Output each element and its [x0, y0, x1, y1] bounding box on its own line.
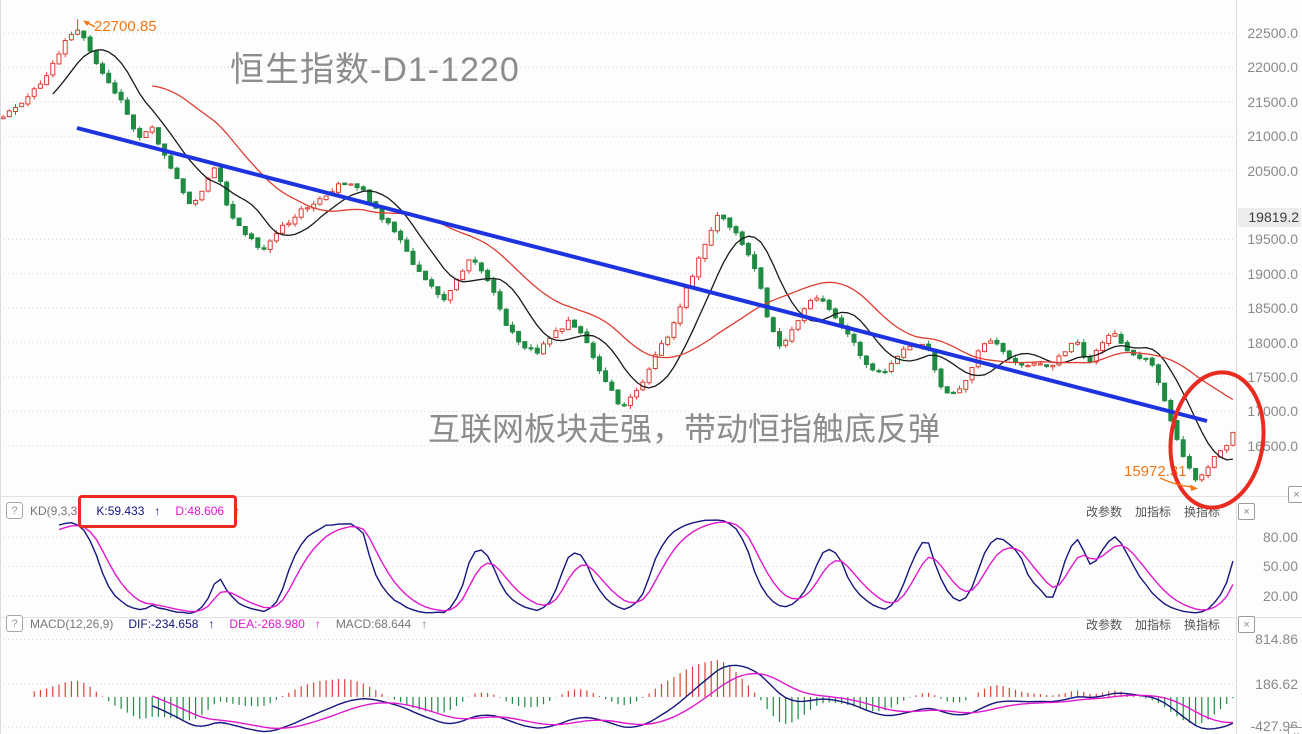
axis-label: 80.00	[1262, 529, 1298, 545]
axis-label: 16500.0	[1247, 437, 1298, 454]
help-icon[interactable]: ?	[6, 502, 23, 519]
kd-panel-header: ? KD(9,3,3) K:59.433 ↑ D:48.606 ↑	[6, 502, 240, 519]
axis-label: 22000.0	[1247, 59, 1298, 76]
axis-label: 22500.0	[1247, 25, 1298, 41]
axis-label: 17000.0	[1247, 403, 1298, 420]
axis-label: 50.00	[1262, 558, 1298, 575]
kd-indicator-name[interactable]: KD(9,3,3)	[30, 503, 82, 518]
peak-price-label: 22700.85	[94, 18, 157, 35]
close-icon[interactable]: ×	[1238, 616, 1256, 633]
close-icon[interactable]: ×	[1288, 727, 1302, 734]
current-price-tag: 19819.2	[1238, 208, 1301, 227]
macd-indicator-name[interactable]: MACD(12,26,9)	[30, 616, 114, 631]
macd-indicator-chart[interactable]	[0, 618, 1302, 734]
help-icon[interactable]: ?	[6, 615, 23, 632]
macd-hist-value: MACD:68.644	[335, 616, 412, 631]
axis-label: 20.00	[1262, 587, 1298, 604]
add-indicator-button[interactable]: 加指标	[1135, 505, 1172, 519]
axis-label: 19000.0	[1247, 265, 1298, 282]
close-icon[interactable]: ×	[1238, 503, 1256, 520]
dif-up-arrow-icon: ↑	[208, 616, 215, 631]
change-params-button[interactable]: 改参数	[1086, 618, 1123, 632]
macd-up-arrow-icon: ↑	[421, 616, 428, 631]
axis-label: 186.62	[1255, 675, 1298, 692]
close-icon[interactable]: ×	[1288, 486, 1302, 503]
add-indicator-button[interactable]: 加指标	[1135, 618, 1172, 632]
macd-dea-value: DEA:-268.980	[229, 616, 305, 631]
macd-panel-controls: 改参数 加指标 换指标 ×	[1086, 616, 1256, 633]
switch-indicator-button[interactable]: 换指标	[1184, 618, 1221, 632]
dea-up-arrow-icon: ↑	[314, 616, 321, 631]
panel-separator[interactable]	[0, 496, 1302, 497]
axis-label: 21500.0	[1247, 93, 1298, 110]
axis-label: -427.96	[1250, 718, 1298, 734]
macd-dif-value: DIF:-234.658	[128, 616, 199, 631]
axis-label: 19500.0	[1247, 231, 1298, 248]
axis-label: 20500.0	[1247, 162, 1298, 179]
axis-label: 18000.0	[1247, 334, 1298, 351]
axis-label: 21000.0	[1247, 128, 1298, 145]
axis-label: 18500.0	[1247, 300, 1298, 317]
kd-k-value: K:59.433	[96, 503, 145, 518]
kd-panel-controls: 改参数 加指标 换指标 ×	[1086, 503, 1256, 520]
axis-label: 814.86	[1255, 631, 1298, 648]
chart-title: 恒生指数-D1-1220	[230, 51, 520, 89]
axis-label: 17500.0	[1247, 369, 1298, 385]
annotation-text: 互联网板块走强，带动恒指触底反弹	[428, 411, 941, 447]
panel-separator[interactable]	[0, 617, 1302, 618]
macd-panel-header: ? MACD(12,26,9) DIF:-234.658 ↑ DEA:-268.…	[6, 615, 427, 632]
left-border	[0, 0, 1, 734]
d-up-arrow-icon: ↑	[234, 503, 241, 518]
kd-indicator-chart[interactable]	[0, 497, 1302, 617]
k-up-arrow-icon: ↑	[154, 503, 161, 518]
trough-price-label: 15972.31	[1124, 463, 1187, 480]
change-params-button[interactable]: 改参数	[1086, 505, 1123, 519]
switch-indicator-button[interactable]: 换指标	[1184, 505, 1221, 519]
kd-d-value: D:48.606	[175, 503, 225, 518]
price-axis-border	[1236, 0, 1237, 734]
